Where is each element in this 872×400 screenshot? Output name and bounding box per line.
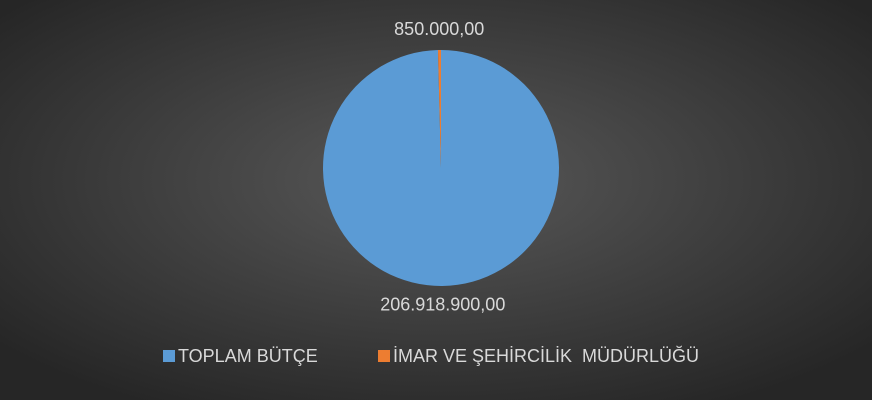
pie-slice: [437, 50, 441, 168]
legend-label: TOPLAM BÜTÇE: [178, 346, 318, 366]
legend-swatch: [378, 350, 390, 362]
data-label: 850.000,00: [394, 19, 484, 39]
legend-label: İMAR VE ŞEHİRCİLİK MÜDÜRLÜĞÜ: [393, 345, 699, 366]
data-label: 206.918.900,00: [380, 295, 505, 315]
legend-swatch: [163, 350, 175, 362]
